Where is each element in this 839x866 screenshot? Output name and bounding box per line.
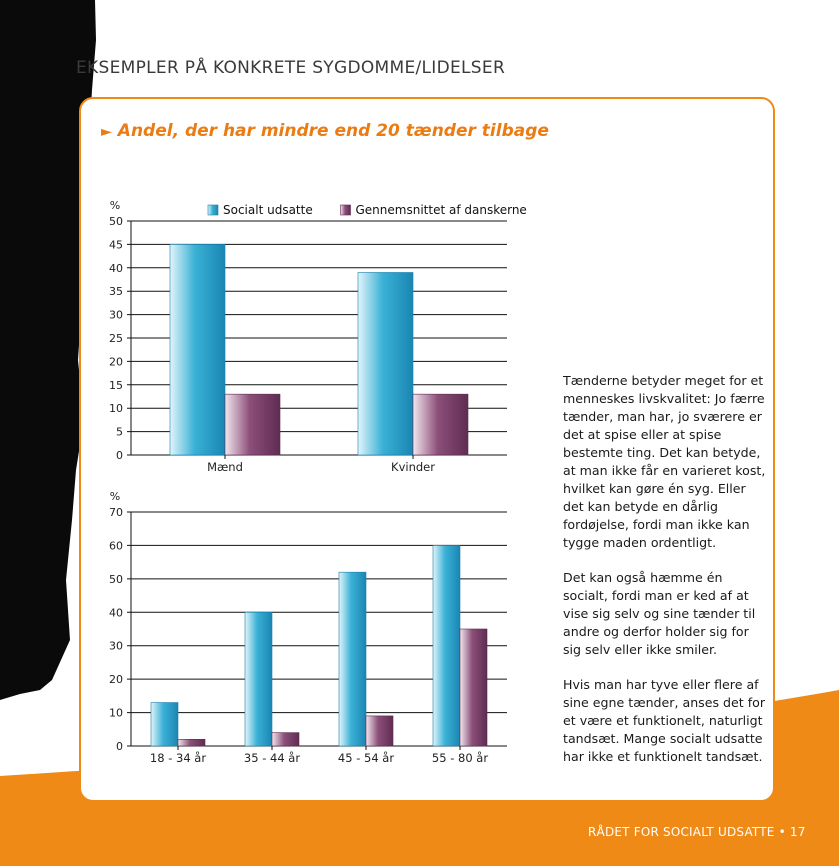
- black-brush-stroke-shape: [0, 0, 96, 700]
- section-title: EKSEMPLER PÅ KONKRETE SYGDOMME/LIDELSER: [76, 58, 506, 78]
- triangle-right-icon: ►: [101, 124, 112, 140]
- paragraph: Tænderne betyder meget for et menneskes …: [563, 373, 766, 550]
- card-title-text: Andel, der har mindre end 20 tænder tilb…: [117, 121, 549, 141]
- card-title: ► Andel, der har mindre end 20 tænder til…: [101, 121, 549, 141]
- page-footer: RÅDET FOR SOCIALT UDSATTE • 17: [588, 825, 806, 839]
- paragraph: Hvis man har tyve eller flere af sine eg…: [563, 677, 766, 764]
- body-text: Tænderne betyder meget for et menneskes …: [563, 372, 768, 783]
- paragraph: Det kan også hæmme én socialt, fordi man…: [563, 570, 756, 657]
